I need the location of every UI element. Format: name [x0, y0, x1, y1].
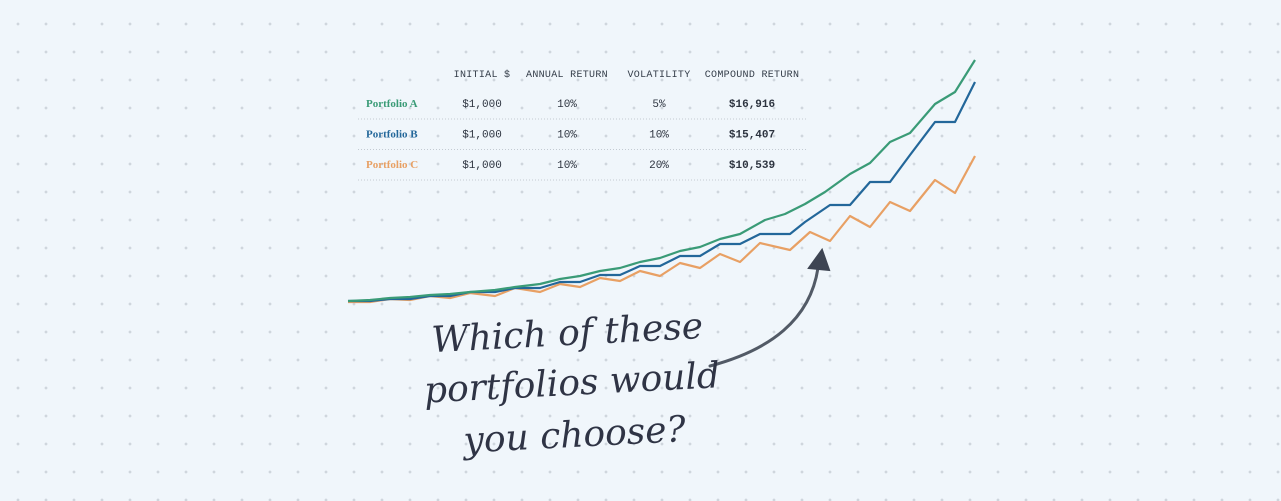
annotation-line: portfolios would: [423, 355, 721, 411]
annotation-line: Which of these: [431, 306, 704, 361]
column-header: INITIAL $: [454, 69, 511, 81]
table-cell: 5%: [652, 99, 666, 111]
column-header: ANNUAL RETURN: [526, 70, 608, 81]
table: INITIAL $ ANNUAL RETURN VOLATILITY COMPOUND…: [358, 69, 806, 181]
portfolio-c-line: [348, 155, 976, 304]
column-header: COMPOUND RETURN: [705, 70, 800, 81]
arrow-head: [807, 247, 831, 272]
table-cell: 10%: [557, 130, 577, 142]
portfolio-name: Portfolio B: [366, 129, 418, 141]
table-cell: $16,916: [729, 99, 775, 111]
table-cell: 20%: [649, 160, 669, 172]
lines: [347, 59, 976, 304]
arrow-shaft: [708, 266, 820, 368]
portfolio-a-line: [347, 59, 976, 303]
table-cell: $1,000: [462, 99, 502, 111]
portfolio-b-line: [348, 81, 976, 303]
table-cell: $15,407: [729, 130, 775, 142]
portfolio-name: Portfolio C: [366, 159, 418, 171]
annotation-line: you choose?: [461, 409, 688, 462]
portfolio-name: Portfolio A: [366, 98, 418, 110]
table-cell: $1,000: [462, 160, 502, 172]
table-cell: 10%: [649, 130, 669, 142]
column-header: VOLATILITY: [627, 70, 690, 81]
table-cell: 10%: [557, 99, 577, 111]
annotation: Which of these portfolios would you choo…: [423, 306, 721, 462]
table-cell: $10,539: [729, 160, 775, 172]
table-cell: $1,000: [462, 130, 502, 142]
arrow: [708, 247, 831, 368]
table-cell: 10%: [557, 160, 577, 172]
